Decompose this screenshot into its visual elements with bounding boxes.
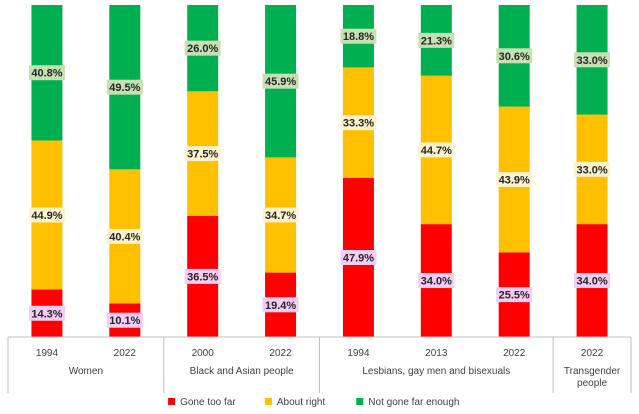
data-label-bg-not-gone-far-enough-7 [574, 52, 611, 68]
data-label-not-gone-far-enough-7: 33.0% [576, 55, 607, 67]
legend-swatch-about-right [264, 398, 272, 405]
tick-label: 2013 [425, 348, 448, 359]
data-label-bg-about-right-1 [106, 228, 143, 244]
data-label-bg-about-right-7 [574, 161, 611, 177]
group-label-transgender-people: Transgender people [564, 366, 621, 389]
data-label-about-right-2: 37.5% [187, 149, 218, 161]
data-label-not-gone-far-enough-6: 30.6% [499, 51, 530, 63]
data-label-about-right-3: 34.7% [265, 210, 296, 222]
data-label-bg-about-right-2 [184, 146, 221, 162]
data-label-gone-too-far-7: 34.0% [576, 276, 607, 288]
data-label-bg-about-right-5 [418, 142, 455, 158]
data-label-bg-not-gone-far-enough-3 [262, 73, 299, 89]
data-label-bg-gone-too-far-1 [106, 312, 143, 328]
group-label-lesbians-gay-men-and-bisexuals: Lesbians, gay men and bisexuals [362, 366, 510, 377]
tick-label: 2022 [581, 348, 604, 359]
data-label-not-gone-far-enough-4: 18.8% [343, 31, 374, 43]
data-label-bg-not-gone-far-enough-5 [418, 32, 455, 48]
data-label-not-gone-far-enough-1: 49.5% [109, 82, 140, 94]
data-label-gone-too-far-3: 19.4% [265, 300, 296, 312]
data-label-bg-gone-too-far-4 [340, 249, 377, 265]
tick-label: 2022 [269, 348, 292, 359]
tick-label: 2022 [114, 348, 137, 359]
tick-label: 1994 [36, 348, 59, 359]
data-label-not-gone-far-enough-0: 40.8% [31, 68, 62, 80]
data-label-bg-about-right-0 [28, 207, 65, 223]
group-label-black-and-asian-people: Black and Asian people [190, 366, 294, 377]
data-label-gone-too-far-4: 47.9% [343, 252, 374, 264]
data-label-about-right-6: 43.9% [499, 174, 530, 186]
plot-area: 14.3% 44.9% 40.8% 10.1% 40.4% 49.5% 36.5% 37.5%… [28, 5, 611, 337]
data-label-bg-gone-too-far-2 [184, 268, 221, 284]
data-label-about-right-7: 33.0% [576, 164, 607, 176]
data-label-about-right-1: 40.4% [109, 231, 140, 243]
tick-label: 2022 [503, 348, 526, 359]
legend-label-gone-too-far: Gone too far [180, 397, 236, 408]
data-label-gone-too-far-6: 25.5% [499, 290, 530, 302]
data-label-bg-gone-too-far-6 [496, 287, 533, 303]
data-label-gone-too-far-2: 36.5% [187, 271, 218, 283]
legend-label-not-gone-far-enough: Not gone far enough [368, 397, 459, 408]
legend-swatch-gone-too-far [168, 398, 176, 405]
data-label-bg-not-gone-far-enough-4 [340, 28, 377, 44]
data-label-not-gone-far-enough-2: 26.0% [187, 43, 218, 55]
data-label-not-gone-far-enough-5: 21.3% [421, 35, 452, 47]
data-label-bg-about-right-6 [496, 171, 533, 187]
data-label-bg-gone-too-far-7 [574, 273, 611, 289]
data-label-bg-not-gone-far-enough-1 [106, 79, 143, 95]
category-axis: 1994 2022 Women 2000 2022 Black and Asian peo… [7, 336, 632, 393]
data-label-bg-gone-too-far-0 [28, 305, 65, 321]
data-label-bg-gone-too-far-5 [418, 273, 455, 289]
data-label-gone-too-far-1: 10.1% [109, 315, 140, 327]
data-label-bg-gone-too-far-3 [262, 297, 299, 313]
legend-label-about-right: About right [277, 397, 326, 408]
data-label-bg-not-gone-far-enough-6 [496, 48, 533, 64]
tick-label: 1994 [347, 348, 370, 359]
legend-swatch-not-gone-far-enough [356, 398, 364, 405]
data-label-bg-not-gone-far-enough-0 [28, 65, 65, 81]
data-label-about-right-0: 44.9% [31, 210, 62, 222]
group-label-women: Women [69, 366, 103, 377]
data-label-about-right-5: 44.7% [421, 145, 452, 157]
data-label-bg-about-right-4 [340, 115, 377, 131]
data-label-about-right-4: 33.3% [343, 118, 374, 130]
legend: Gone too far About right Not gone far enou… [168, 397, 459, 408]
data-label-gone-too-far-5: 34.0% [421, 276, 452, 288]
data-label-bg-not-gone-far-enough-2 [184, 40, 221, 56]
tick-label: 2000 [192, 348, 215, 359]
data-label-not-gone-far-enough-3: 45.9% [265, 76, 296, 88]
data-label-gone-too-far-0: 14.3% [31, 308, 62, 320]
data-label-bg-about-right-3 [262, 207, 299, 223]
